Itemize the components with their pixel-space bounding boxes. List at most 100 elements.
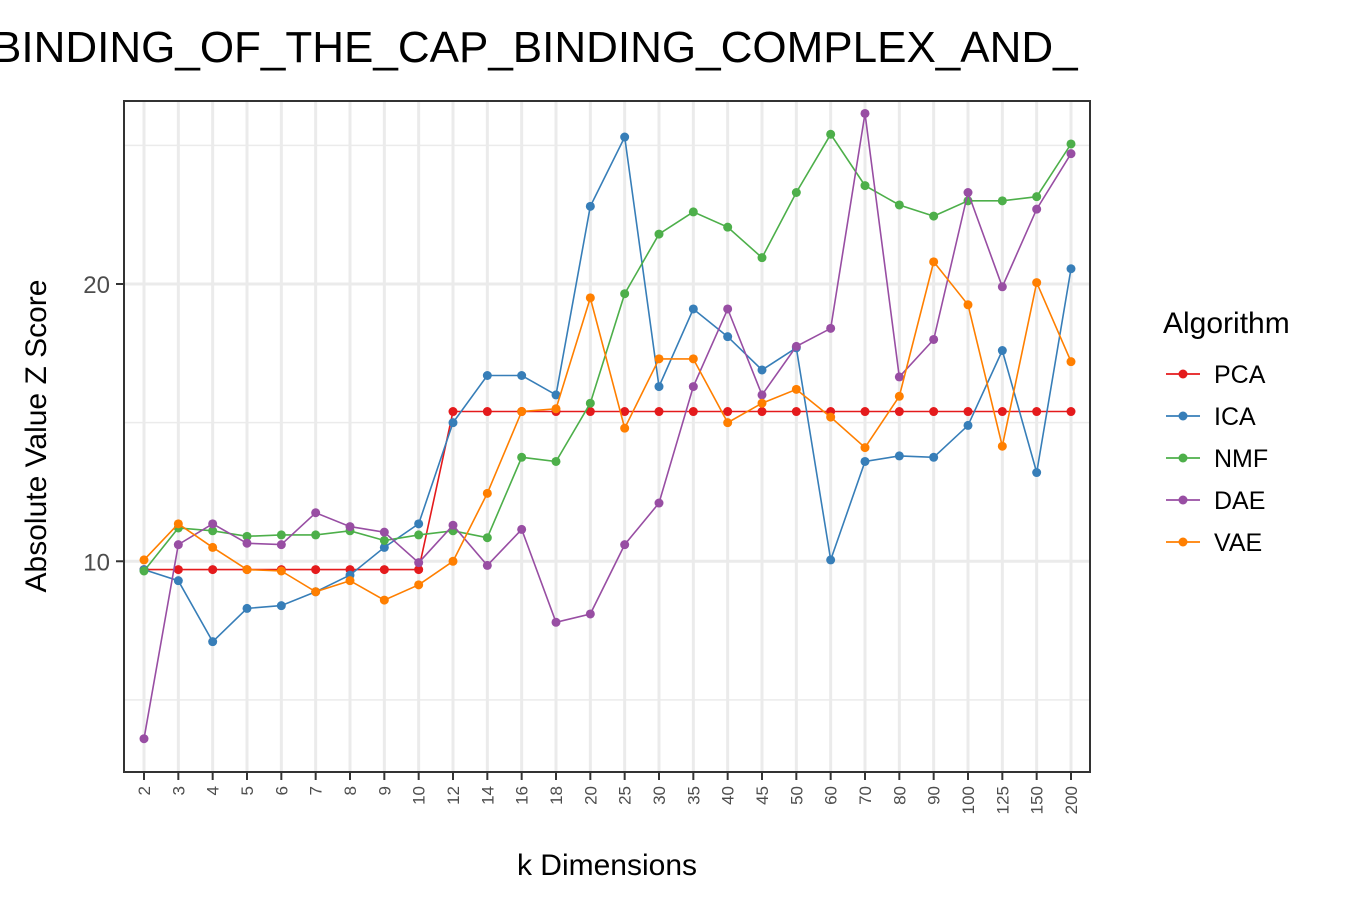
x-tick-label: 10 [410, 786, 429, 805]
legend-label: NMF [1214, 445, 1268, 473]
data-point [963, 188, 973, 197]
legend-key-point [1178, 453, 1188, 463]
series-line-vae [143, 260, 1072, 601]
legend-title: Algorithm [1163, 307, 1290, 340]
data-point [139, 566, 149, 576]
data-point [345, 522, 355, 532]
data-point [1032, 204, 1042, 214]
data-point [517, 524, 527, 534]
data-point [791, 407, 801, 417]
data-point [585, 293, 595, 303]
data-point [208, 542, 218, 552]
data-point [208, 526, 218, 536]
data-point [551, 456, 561, 466]
data-point [757, 398, 767, 408]
x-tick-label: 7 [307, 786, 326, 795]
data-point [139, 555, 149, 565]
data-point [654, 382, 664, 392]
x-tick-label: 150 [1028, 786, 1047, 814]
legend-item-dae: DAE [1166, 487, 1265, 515]
data-point [208, 637, 218, 647]
x-tick-label: 60 [822, 786, 841, 805]
legend-item-ica: ICA [1166, 403, 1256, 431]
legend-label: PCA [1214, 361, 1266, 389]
data-point [517, 371, 527, 380]
x-tick-label: 80 [890, 786, 909, 805]
data-point [1066, 407, 1076, 417]
data-point [997, 346, 1007, 356]
data-point [997, 282, 1007, 292]
data-point [311, 508, 321, 518]
data-point [1066, 264, 1076, 274]
data-point [688, 207, 698, 217]
data-point [654, 407, 664, 417]
data-point [585, 398, 595, 408]
data-point [997, 407, 1007, 417]
data-point [414, 580, 424, 590]
data-point [894, 407, 904, 417]
x-tick-label: 20 [581, 786, 600, 805]
legend-label: VAE [1214, 529, 1262, 557]
x-tick-label: 70 [856, 786, 875, 805]
data-point [894, 391, 904, 401]
x-tick-label: 100 [959, 786, 978, 814]
data-point [551, 404, 561, 414]
data-point [826, 323, 836, 333]
series-dae [139, 108, 1076, 744]
data-point [208, 565, 218, 575]
data-point [963, 407, 973, 417]
data-point [414, 519, 424, 529]
data-point [929, 211, 939, 221]
data-point [242, 531, 252, 541]
data-point [482, 407, 492, 417]
x-tick-label: 35 [684, 786, 703, 805]
data-point [414, 530, 424, 540]
x-tick-label: 9 [375, 786, 394, 795]
data-point [1032, 192, 1042, 202]
data-point [860, 443, 870, 453]
data-point [585, 609, 595, 619]
y-axis-title: Absolute Value Z Score [20, 280, 53, 593]
data-point [345, 576, 355, 586]
data-point [1066, 139, 1076, 149]
data-point [929, 257, 939, 267]
data-point [620, 289, 630, 299]
data-point [997, 196, 1007, 206]
data-point [860, 108, 870, 118]
data-point [688, 354, 698, 364]
data-point [173, 576, 183, 586]
legend-label: ICA [1214, 403, 1256, 431]
data-point [826, 412, 836, 422]
data-point [242, 565, 252, 575]
data-point [1032, 468, 1042, 478]
series-vae [139, 257, 1076, 605]
x-tick-label: 125 [993, 786, 1012, 814]
data-point [482, 371, 492, 380]
series-line-dae [143, 113, 1072, 739]
data-point [997, 441, 1007, 451]
grid [124, 101, 1090, 772]
data-point [620, 540, 630, 550]
series-ica [139, 132, 1076, 647]
data-point [379, 595, 389, 605]
data-point [1066, 149, 1076, 159]
data-point [791, 341, 801, 351]
data-point [585, 407, 595, 417]
x-tick-label: 30 [650, 786, 669, 805]
data-point [585, 201, 595, 211]
data-point [757, 390, 767, 400]
data-point [791, 384, 801, 394]
data-point [448, 520, 458, 530]
data-point [688, 304, 698, 314]
data-point [482, 533, 492, 543]
data-point [620, 132, 630, 142]
data-point [551, 617, 561, 627]
data-point [894, 372, 904, 382]
data-point [654, 229, 664, 239]
data-point [860, 181, 870, 191]
data-point [1066, 357, 1076, 367]
legend-key-point [1178, 411, 1188, 421]
series-line-ica [143, 134, 1072, 643]
data-point [1032, 278, 1042, 288]
